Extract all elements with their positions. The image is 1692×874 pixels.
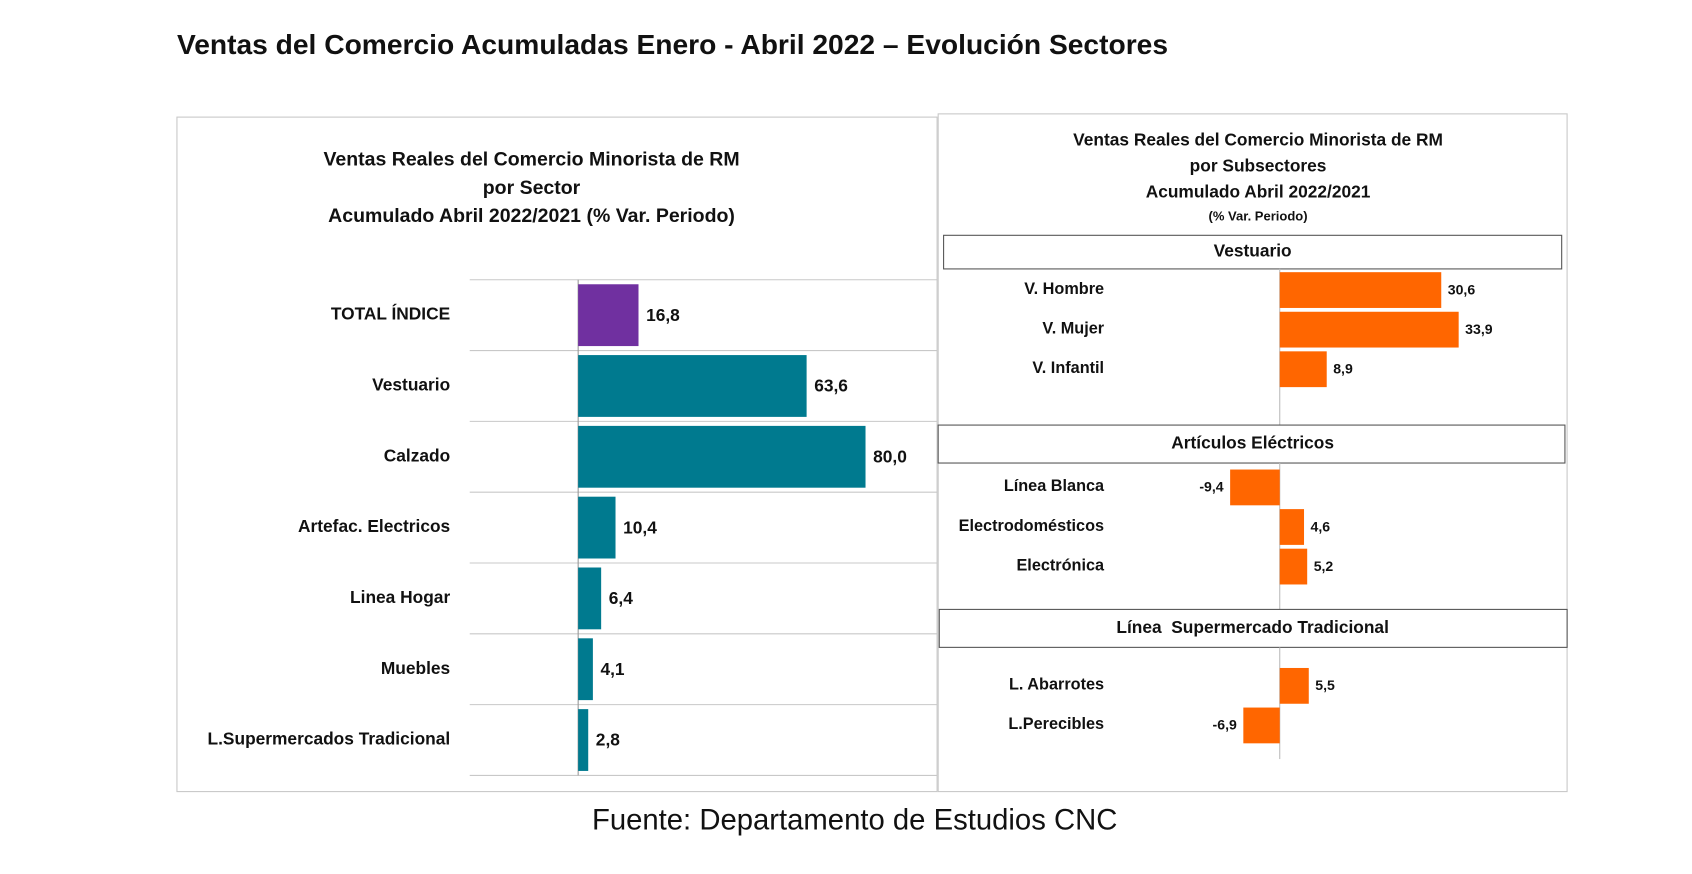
panel-header-box xyxy=(937,424,1566,464)
category-label: L. Abarrotes xyxy=(1009,676,1104,694)
bar xyxy=(578,355,807,417)
value-label: 4,1 xyxy=(600,659,624,679)
chart-title: por Sector xyxy=(483,177,581,199)
chart-title: por Subsectores xyxy=(1190,156,1327,176)
value-label: 8,9 xyxy=(1333,360,1353,376)
category-label: V. Infantil xyxy=(1032,359,1104,377)
bar xyxy=(578,496,616,559)
value-label: 10,4 xyxy=(623,517,657,537)
value-label: 33,9 xyxy=(1465,321,1493,337)
category-label: L.Supermercados Tradicional xyxy=(208,729,451,749)
bar xyxy=(1243,707,1280,744)
left-panel xyxy=(176,116,938,793)
chart-title: Ventas Reales del Comercio Minorista de … xyxy=(1073,130,1443,150)
bar xyxy=(1279,548,1308,585)
category-label: V. Mujer xyxy=(1042,319,1104,337)
category-label: L.Perecibles xyxy=(1008,715,1104,733)
category-label: Linea Hogar xyxy=(350,587,450,607)
page-title: Ventas del Comercio Acumuladas Enero - A… xyxy=(177,28,1168,60)
panel-title: Vestuario xyxy=(1214,241,1292,261)
bar xyxy=(578,709,589,771)
chart-title: Acumulado Abril 2022/2021 xyxy=(1146,182,1371,202)
chart-title: (% Var. Periodo) xyxy=(1209,208,1308,223)
bar xyxy=(1230,469,1280,506)
panel-header-box xyxy=(943,234,1563,270)
category-label: Electrodomésticos xyxy=(959,517,1104,535)
bar xyxy=(578,638,593,701)
bar xyxy=(578,284,639,347)
category-label: Muebles xyxy=(381,658,450,678)
category-label: Vestuario xyxy=(372,375,450,395)
value-label: 4,6 xyxy=(1311,518,1331,534)
bar xyxy=(1279,509,1305,545)
bar xyxy=(1279,311,1459,348)
category-label: TOTAL ÍNDICE xyxy=(331,304,450,324)
value-label: 2,8 xyxy=(596,730,620,750)
value-label: 16,8 xyxy=(646,305,680,325)
value-label: -9,4 xyxy=(1199,479,1223,495)
value-label: -6,9 xyxy=(1213,717,1237,733)
value-label: 5,2 xyxy=(1314,558,1334,574)
bar xyxy=(578,567,602,630)
bar xyxy=(578,425,866,488)
panel-header-box xyxy=(938,608,1568,648)
value-label: 6,4 xyxy=(609,588,633,608)
category-label: Artefac. Electricos xyxy=(298,516,450,536)
category-label: Calzado xyxy=(384,445,450,465)
value-label: 30,6 xyxy=(1448,281,1476,297)
chart-title: Acumulado Abril 2022/2021 (% Var. Period… xyxy=(328,205,735,227)
category-label: Línea Blanca xyxy=(1004,477,1105,495)
bar xyxy=(1279,351,1327,388)
bar xyxy=(1279,667,1309,704)
panel-title: Línea Supermercado Tradicional xyxy=(1116,617,1389,637)
value-label: 63,6 xyxy=(814,376,848,396)
category-label: Electrónica xyxy=(1016,556,1105,574)
bar xyxy=(1279,272,1442,308)
value-label: 80,0 xyxy=(873,446,907,466)
chart-title: Ventas Reales del Comercio Minorista de … xyxy=(323,149,739,171)
source: Fuente: Departamento de Estudios CNC xyxy=(592,805,1117,837)
category-label: V. Hombre xyxy=(1024,280,1104,298)
panel-title: Artículos Eléctricos xyxy=(1171,433,1334,453)
value-label: 5,5 xyxy=(1315,677,1335,693)
